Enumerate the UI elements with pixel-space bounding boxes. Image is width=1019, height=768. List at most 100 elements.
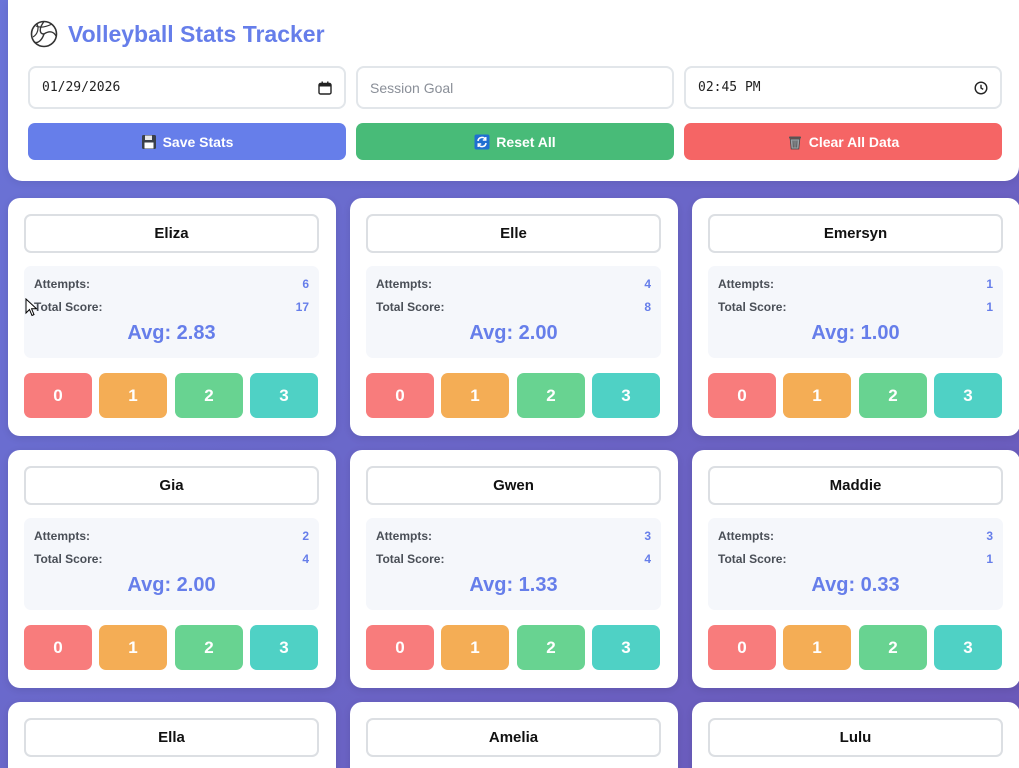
score-3-button[interactable]: 3 [934, 625, 1002, 670]
calendar-icon[interactable] [318, 81, 332, 95]
stats-panel: Attempts: 6 Total Score: 17 Avg: 2.83 [24, 266, 319, 358]
score-3-button[interactable]: 3 [250, 625, 318, 670]
volleyball-icon [30, 20, 58, 48]
stats-panel: Attempts: 3 Total Score: 1 Avg: 0.33 [708, 518, 1003, 610]
attempts-label: Attempts: [718, 277, 774, 291]
score-1-button[interactable]: 1 [441, 625, 509, 670]
player-card: Amelia [350, 702, 678, 768]
score-3-button[interactable]: 3 [592, 373, 660, 418]
score-0-button[interactable]: 0 [708, 625, 776, 670]
score-2-button[interactable]: 2 [517, 625, 585, 670]
player-name[interactable]: Lulu [708, 718, 1003, 757]
player-card: Eliza Attempts: 6 Total Score: 17 Avg: 2.8… [8, 198, 336, 436]
average-value: Avg: 2.00 [127, 574, 216, 596]
save-stats-label: Save Stats [162, 133, 234, 150]
score-0-button[interactable]: 0 [366, 373, 434, 418]
clock-icon[interactable] [974, 80, 988, 95]
player-card: Emersyn Attempts: 1 Total Score: 1 Avg: 1.… [692, 198, 1019, 436]
clear-all-data-label: Clear All Data [808, 133, 900, 150]
player-card: Maddie Attempts: 3 Total Score: 1 Avg: 0.3… [692, 450, 1019, 688]
total-score-value: 17 [295, 300, 309, 314]
score-2-button[interactable]: 2 [175, 373, 243, 418]
total-score-label: Total Score: [34, 552, 103, 566]
score-1-button[interactable]: 1 [783, 373, 851, 418]
total-score-value: 4 [302, 552, 309, 566]
total-score-value: 8 [644, 300, 651, 314]
floppy-disk-icon [141, 134, 157, 150]
attempts-value: 1 [986, 277, 993, 291]
score-0-button[interactable]: 0 [24, 373, 92, 418]
player-name[interactable]: Gia [24, 466, 319, 505]
average-value: Avg: 0.33 [811, 574, 900, 596]
date-value: 01/29/2026 [42, 80, 121, 95]
player-name[interactable]: Ella [24, 718, 319, 757]
average-value: Avg: 2.83 [127, 322, 216, 344]
score-1-button[interactable]: 1 [99, 373, 167, 418]
average-value: Avg: 1.33 [469, 574, 558, 596]
total-score-label: Total Score: [34, 300, 103, 314]
score-2-button[interactable]: 2 [517, 373, 585, 418]
player-card: Ella [8, 702, 336, 768]
score-0-button[interactable]: 0 [366, 625, 434, 670]
score-3-button[interactable]: 3 [592, 625, 660, 670]
score-3-button[interactable]: 3 [250, 373, 318, 418]
score-0-button[interactable]: 0 [708, 373, 776, 418]
attempts-label: Attempts: [34, 277, 90, 291]
player-card: Elle Attempts: 4 Total Score: 8 Avg: 2.00 … [350, 198, 678, 436]
attempts-label: Attempts: [376, 277, 432, 291]
score-1-button[interactable]: 1 [783, 625, 851, 670]
score-3-button[interactable]: 3 [934, 373, 1002, 418]
date-input[interactable]: 01/29/2026 [28, 66, 346, 109]
score-2-button[interactable]: 2 [859, 625, 927, 670]
player-card: Gwen Attempts: 3 Total Score: 4 Avg: 1.33 … [350, 450, 678, 688]
total-score-value: 4 [644, 552, 651, 566]
attempts-label: Attempts: [376, 529, 432, 543]
total-score-value: 1 [986, 552, 993, 566]
attempts-value: 3 [986, 529, 993, 543]
reset-all-label: Reset All [496, 133, 556, 150]
player-name[interactable]: Elle [366, 214, 661, 253]
save-stats-button[interactable]: Save Stats [28, 123, 346, 160]
player-name[interactable]: Eliza [24, 214, 319, 253]
attempts-label: Attempts: [34, 529, 90, 543]
title-row: Volleyball Stats Tracker [30, 20, 325, 48]
attempts-value: 4 [644, 277, 651, 291]
mouse-cursor-icon [25, 297, 39, 318]
score-1-button[interactable]: 1 [99, 625, 167, 670]
player-card: Gia Attempts: 2 Total Score: 4 Avg: 2.00 0… [8, 450, 336, 688]
attempts-label: Attempts: [718, 529, 774, 543]
trash-icon [787, 134, 803, 150]
player-card: Lulu [692, 702, 1019, 768]
session-goal-placeholder: Session Goal [370, 79, 454, 96]
page-title: Volleyball Stats Tracker [68, 20, 325, 47]
stats-panel: Attempts: 3 Total Score: 4 Avg: 1.33 [366, 518, 661, 610]
time-value: 02:45 PM [698, 80, 761, 95]
score-2-button[interactable]: 2 [175, 625, 243, 670]
score-2-button[interactable]: 2 [859, 373, 927, 418]
total-score-label: Total Score: [718, 300, 787, 314]
total-score-label: Total Score: [376, 300, 445, 314]
total-score-value: 1 [986, 300, 993, 314]
stats-panel: Attempts: 1 Total Score: 1 Avg: 1.00 [708, 266, 1003, 358]
session-goal-input[interactable]: Session Goal [356, 66, 674, 109]
attempts-value: 3 [644, 529, 651, 543]
total-score-label: Total Score: [376, 552, 445, 566]
header-panel: Volleyball Stats Tracker 01/29/2026 Sess… [8, 0, 1019, 181]
stats-panel: Attempts: 4 Total Score: 8 Avg: 2.00 [366, 266, 661, 358]
refresh-icon [474, 134, 490, 150]
attempts-value: 6 [302, 277, 309, 291]
total-score-label: Total Score: [718, 552, 787, 566]
time-input[interactable]: 02:45 PM [684, 66, 1002, 109]
stats-panel: Attempts: 2 Total Score: 4 Avg: 2.00 [24, 518, 319, 610]
player-name[interactable]: Amelia [366, 718, 661, 757]
reset-all-button[interactable]: Reset All [356, 123, 674, 160]
average-value: Avg: 1.00 [811, 322, 900, 344]
clear-all-data-button[interactable]: Clear All Data [684, 123, 1002, 160]
average-value: Avg: 2.00 [469, 322, 558, 344]
score-1-button[interactable]: 1 [441, 373, 509, 418]
player-name[interactable]: Maddie [708, 466, 1003, 505]
player-name[interactable]: Emersyn [708, 214, 1003, 253]
player-name[interactable]: Gwen [366, 466, 661, 505]
score-0-button[interactable]: 0 [24, 625, 92, 670]
attempts-value: 2 [302, 529, 309, 543]
